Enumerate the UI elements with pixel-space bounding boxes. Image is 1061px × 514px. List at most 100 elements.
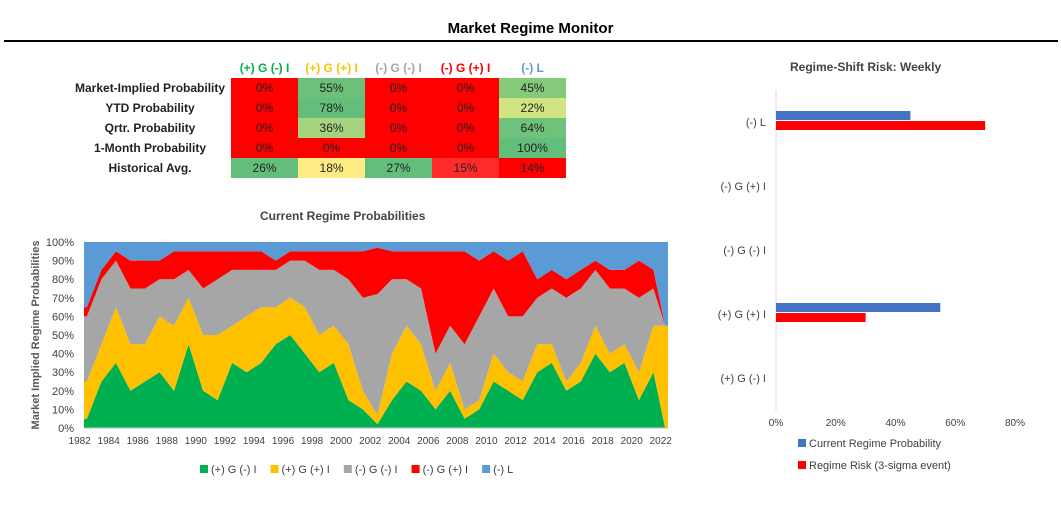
table-cell: 0% [365, 138, 433, 158]
legend-label: (-) G (+) I [423, 464, 469, 476]
x-tick-label: 2012 [504, 436, 527, 447]
legend-swatch [482, 465, 491, 473]
area-series-4 [84, 242, 668, 326]
table-corner [75, 58, 231, 78]
x-tick-label: 2022 [650, 436, 673, 447]
table-row: Historical Avg. 26% 18% 27% 15% 14% [75, 158, 567, 178]
x-tick-label: 2014 [533, 436, 556, 447]
y-tick-label: 10% [52, 404, 74, 416]
table-cell: 27% [365, 158, 433, 178]
row-label: YTD Probability [105, 101, 195, 115]
x-tick-label: 2008 [446, 436, 469, 447]
bar-1 [776, 313, 866, 322]
legend-swatch [270, 465, 279, 473]
area-series-2 [84, 260, 668, 415]
bar-0 [776, 111, 911, 120]
table-cell: 0% [231, 78, 299, 98]
legend-label: (-) G (-) I [355, 464, 398, 476]
table-cell: 14% [499, 158, 567, 178]
y-tick-label: 80% [52, 274, 74, 286]
column-header: (-) L [521, 61, 544, 75]
legend-label: Regime Risk (3-sigma event) [809, 460, 951, 472]
area-chart-title: Current Regime Probabilities [260, 209, 426, 223]
column-header: (-) G (+) I [440, 61, 491, 75]
x-tick-label: 1992 [214, 436, 237, 447]
y-tick-label: 70% [52, 293, 74, 305]
table-cell: 0% [298, 138, 366, 158]
table-cell: 0% [432, 138, 500, 158]
x-tick-label: 1982 [69, 436, 92, 447]
x-tick-label: 1990 [185, 436, 208, 447]
column-header: (-) G (-) I [375, 61, 422, 75]
column-header: (+) G (-) I [239, 61, 290, 75]
x-tick-label: 2018 [592, 436, 615, 447]
table-cell: 0% [432, 118, 500, 138]
row-label: Historical Avg. [108, 161, 192, 175]
table-row: YTD Probability 0% 78% 0% 0% 22% [75, 98, 567, 118]
x-tick-label: 1984 [98, 436, 121, 447]
x-tick-label: 80% [1005, 418, 1025, 429]
row-label: Qrtr. Probability [104, 121, 196, 135]
bar-1 [776, 121, 986, 130]
y-tick-label: 40% [52, 349, 74, 361]
row-label: 1-Month Probability [94, 141, 207, 155]
x-tick-label: 1988 [156, 436, 179, 447]
category-label: (-) G (-) I [723, 245, 766, 257]
table-cell: 18% [298, 158, 366, 178]
table-cell: 0% [432, 78, 500, 98]
x-tick-label: 1986 [127, 436, 150, 447]
area-series-1 [84, 297, 668, 428]
category-label: (-) L [746, 117, 766, 129]
table-cell: 0% [231, 138, 299, 158]
x-tick-label: 2004 [388, 436, 411, 447]
table-cell: 0% [365, 118, 433, 138]
table-cell: 36% [298, 118, 366, 138]
area-series-0 [84, 335, 668, 428]
table-cell: 0% [231, 118, 299, 138]
legend-label: Current Regime Probability [809, 438, 942, 450]
legend-label: (-) L [493, 464, 513, 476]
page-title: Market Regime Monitor [447, 20, 614, 37]
legend-swatch [200, 465, 208, 473]
table-cell: 100% [499, 138, 567, 158]
row-label: Market-Implied Probability [75, 81, 226, 95]
regime-probability-table: (+) G (-) I (+) G (+) I (-) G (-) I (-) … [75, 58, 567, 178]
y-tick-label: 100% [46, 237, 74, 249]
table-cell: 26% [231, 158, 299, 178]
table-cell: 55% [298, 78, 366, 98]
y-tick-label: 60% [52, 311, 74, 323]
category-label: (-) G (+) I [720, 181, 766, 193]
x-tick-label: 2002 [359, 436, 382, 447]
table-cell: 0% [365, 78, 433, 98]
x-tick-label: 1996 [272, 436, 295, 447]
legend-label: (+) G (-) I [211, 464, 257, 476]
y-tick-label: 50% [52, 330, 74, 342]
x-tick-label: 2000 [330, 436, 353, 447]
x-tick-label: 2006 [417, 436, 440, 447]
table-cell: 0% [231, 98, 299, 118]
y-tick-label: 30% [52, 367, 74, 379]
x-tick-label: 20% [826, 418, 846, 429]
table-header-row: (+) G (-) I (+) G (+) I (-) G (-) I (-) … [75, 58, 566, 78]
table-row: Qrtr. Probability 0% 36% 0% 0% 64% [75, 118, 567, 138]
table-row: 1-Month Probability 0% 0% 0% 0% 100% [75, 138, 567, 158]
x-tick-label: 0% [769, 418, 784, 429]
title-divider [4, 40, 1058, 42]
area-series-3 [84, 247, 668, 354]
y-tick-label: 0% [58, 423, 74, 435]
column-header: (+) G (+) I [305, 61, 358, 75]
legend-swatch [798, 439, 806, 447]
legend-swatch [411, 465, 420, 473]
legend-swatch [798, 461, 806, 469]
table-row: Market-Implied Probability 0% 55% 0% 0% … [75, 78, 567, 98]
table-cell: 0% [365, 98, 433, 118]
x-tick-label: 60% [945, 418, 965, 429]
table-cell: 22% [499, 98, 567, 118]
legend-swatch [343, 465, 352, 473]
bar-chart-title: Regime-Shift Risk: Weekly [790, 60, 942, 74]
table-cell: 78% [298, 98, 366, 118]
category-label: (+) G (+) I [718, 309, 766, 321]
table-cell: 64% [499, 118, 567, 138]
x-tick-label: 1994 [243, 436, 266, 447]
category-label: (+) G (-) I [720, 373, 766, 385]
